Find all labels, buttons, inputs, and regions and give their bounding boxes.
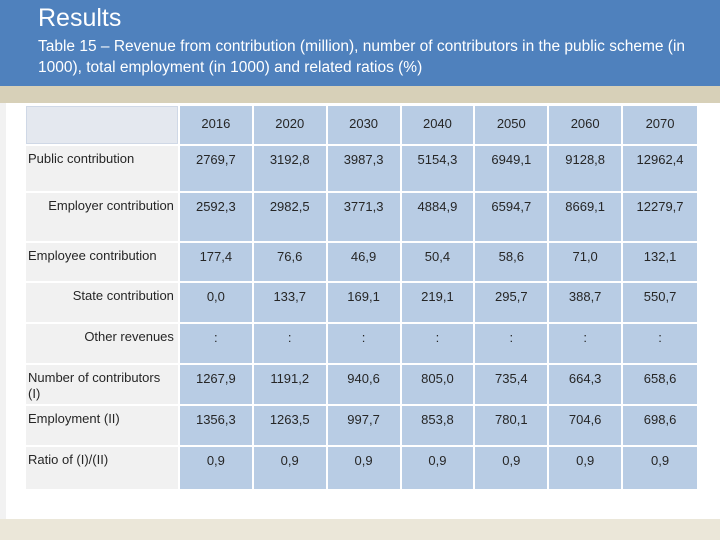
row-label-text: State contribution (72, 288, 174, 303)
value-cell: 780,1 (475, 406, 548, 445)
table-row: Public contribution 2769,7 3192,8 3987,3 515… (26, 146, 697, 191)
table-header-row: 2016 2020 2030 2040 2050 2060 2070 (26, 106, 697, 144)
value-cell: 9128,8 (549, 146, 622, 191)
value-cell: 177,4 (179, 243, 252, 281)
value-cell: 0,0 (179, 283, 252, 322)
value-cell: : (327, 324, 400, 363)
row-label-text: Employer contribution (48, 198, 174, 213)
row-label: Public contribution (26, 146, 178, 191)
table-row: State contribution 0,0 133,7 169,1 219,1 295,… (26, 283, 697, 322)
value-cell: : (253, 324, 326, 363)
value-cell: 71,0 (549, 243, 622, 281)
row-label-text: Public contribution (28, 151, 135, 166)
value-cell: 76,6 (253, 243, 326, 281)
row-label: Employment (II) (26, 406, 178, 445)
table-row: Employment (II) 1356,3 1263,5 997,7 853,8 780… (26, 406, 697, 445)
value-cell: 0,9 (253, 447, 326, 489)
value-cell: 8669,1 (549, 193, 622, 241)
value-cell: 940,6 (327, 365, 400, 404)
value-cell: 295,7 (475, 283, 548, 322)
row-label-text: Employee contribution (28, 248, 157, 263)
year-header: 2060 (549, 106, 622, 144)
results-table: 2016 2020 2030 2040 2050 2060 2070 Public contr… (24, 104, 699, 491)
decorative-band-top (0, 86, 720, 103)
value-cell: 58,6 (475, 243, 548, 281)
value-cell: 0,9 (549, 447, 622, 489)
row-label-text: Ratio of (I)/(II) (28, 452, 109, 467)
value-cell: 3192,8 (253, 146, 326, 191)
value-cell: 997,7 (327, 406, 400, 445)
year-header: 2016 (179, 106, 252, 144)
value-cell: 12279,7 (623, 193, 697, 241)
table-row: Employer contribution 2592,3 2982,5 3771,3 4… (26, 193, 697, 241)
row-label-text: Other revenues (84, 329, 174, 344)
value-cell: 3987,3 (327, 146, 400, 191)
value-cell: 5154,3 (401, 146, 474, 191)
value-cell: 1263,5 (253, 406, 326, 445)
value-cell: 2982,5 (253, 193, 326, 241)
value-cell: 0,9 (179, 447, 252, 489)
row-label: State contribution (26, 283, 178, 322)
row-label: Ratio of (I)/(II) (26, 447, 178, 489)
value-cell: 132,1 (623, 243, 697, 281)
year-header: 2070 (623, 106, 697, 144)
value-cell: 133,7 (253, 283, 326, 322)
value-cell: 805,0 (401, 365, 474, 404)
value-cell: 735,4 (475, 365, 548, 404)
value-cell: 388,7 (549, 283, 622, 322)
value-cell: 698,6 (623, 406, 697, 445)
row-label: Employer contribution (26, 193, 178, 241)
value-cell: 0,9 (475, 447, 548, 489)
year-header: 2030 (327, 106, 400, 144)
table-row: Employee contribution 177,4 76,6 46,9 50,4 58… (26, 243, 697, 281)
value-cell: 664,3 (549, 365, 622, 404)
table-row: Ratio of (I)/(II) 0,9 0,9 0,9 0,9 0,9 0,9 0,9 (26, 447, 697, 489)
value-cell: 0,9 (401, 447, 474, 489)
table-corner-cell (26, 106, 178, 144)
value-cell: 550,7 (623, 283, 697, 322)
value-cell: 658,6 (623, 365, 697, 404)
slide-header: Results Table 15 – Revenue from contribu… (0, 0, 720, 86)
value-cell: 50,4 (401, 243, 474, 281)
value-cell: 1267,9 (179, 365, 252, 404)
row-label: Other revenues (26, 324, 178, 363)
value-cell: 1191,2 (253, 365, 326, 404)
value-cell: 2769,7 (179, 146, 252, 191)
value-cell: 0,9 (327, 447, 400, 489)
value-cell: : (623, 324, 697, 363)
value-cell: 3771,3 (327, 193, 400, 241)
decorative-left-edge (0, 103, 6, 519)
value-cell: 704,6 (549, 406, 622, 445)
value-cell: 219,1 (401, 283, 474, 322)
year-header: 2040 (401, 106, 474, 144)
value-cell: : (549, 324, 622, 363)
value-cell: : (179, 324, 252, 363)
value-cell: 0,9 (623, 447, 697, 489)
value-cell: 169,1 (327, 283, 400, 322)
value-cell: : (401, 324, 474, 363)
table-row: Other revenues::::::: (26, 324, 697, 363)
value-cell: 853,8 (401, 406, 474, 445)
table-row: Number of contributors (I) 1267,9 1191,2 94… (26, 365, 697, 404)
value-cell: 12962,4 (623, 146, 697, 191)
decorative-band-bottom (0, 519, 720, 540)
value-cell: 6594,7 (475, 193, 548, 241)
row-label-text: Number of contributors (I) (28, 370, 161, 401)
row-label-text: Employment (II) (28, 411, 120, 426)
year-header: 2050 (475, 106, 548, 144)
slide-title: Results (38, 4, 122, 32)
value-cell: 1356,3 (179, 406, 252, 445)
value-cell: 6949,1 (475, 146, 548, 191)
table-caption: Table 15 – Revenue from contribution (mi… (38, 38, 686, 76)
value-cell: 2592,3 (179, 193, 252, 241)
row-label: Number of contributors (I) (26, 365, 178, 404)
year-header: 2020 (253, 106, 326, 144)
row-label: Employee contribution (26, 243, 178, 281)
value-cell: 4884,9 (401, 193, 474, 241)
value-cell: : (475, 324, 548, 363)
value-cell: 46,9 (327, 243, 400, 281)
